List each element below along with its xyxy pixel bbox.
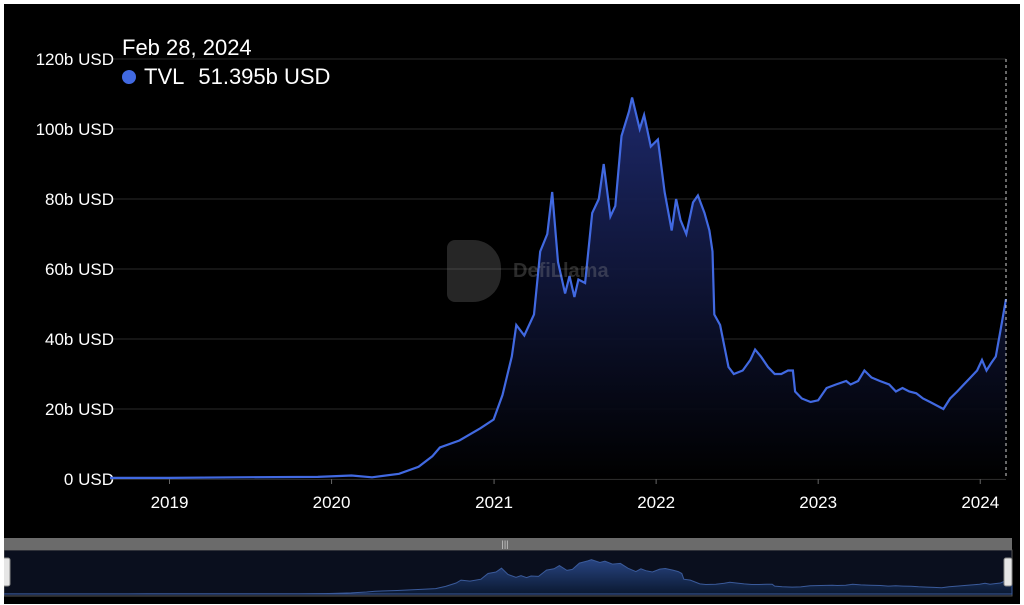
slider-left-handle[interactable] bbox=[4, 557, 11, 587]
x-tick-label: 2024 bbox=[961, 493, 999, 512]
tooltip-date: Feb 28, 2024 bbox=[122, 35, 252, 60]
y-tick-label: 100b USD bbox=[36, 120, 114, 139]
y-tick-label: 120b USD bbox=[36, 50, 114, 69]
chart-panel: 0 USD 20b USD 40b USD 60b USD 80b USD 100b US… bbox=[4, 4, 1020, 604]
tvl-line bbox=[110, 97, 1008, 479]
y-tick-label: 20b USD bbox=[45, 400, 114, 419]
slider-drag-bar[interactable]: ||| bbox=[4, 538, 1012, 550]
chart-canvas[interactable]: 0 USD 20b USD 40b USD 60b USD 80b USD 100b US… bbox=[4, 4, 1020, 604]
y-tick-label: 0 USD bbox=[64, 470, 114, 489]
tooltip-value: 51.395b USD bbox=[198, 64, 331, 89]
tooltip-series-row: TVL 51.395b USD bbox=[122, 62, 330, 92]
slider-preview-area bbox=[4, 559, 1013, 595]
y-axis: 0 USD 20b USD 40b USD 60b USD 80b USD 100b US… bbox=[36, 50, 114, 489]
y-tick-label: 60b USD bbox=[45, 260, 114, 279]
series-dot-icon bbox=[122, 70, 136, 84]
tvl-area bbox=[110, 97, 1006, 479]
slider-right-handle[interactable] bbox=[1003, 557, 1013, 587]
x-tick-label: 2022 bbox=[637, 493, 675, 512]
zoom-slider[interactable]: ||| bbox=[4, 538, 1020, 600]
x-tick-label: 2023 bbox=[799, 493, 837, 512]
tooltip: Feb 28, 2024 TVL 51.395b USD bbox=[122, 34, 330, 92]
slider-grip-icon[interactable]: ||| bbox=[501, 539, 509, 549]
zoom-slider-preview[interactable] bbox=[4, 549, 1013, 597]
y-tick-label: 80b USD bbox=[45, 190, 114, 209]
x-tick-label: 2021 bbox=[475, 493, 513, 512]
x-tick-label: 2019 bbox=[151, 493, 189, 512]
watermark-text: DefiLlama bbox=[513, 259, 609, 282]
watermark: DefiLlama bbox=[447, 240, 609, 302]
defillama-logo-icon bbox=[447, 240, 501, 302]
tooltip-series-name: TVL bbox=[144, 64, 185, 89]
x-tick-label: 2020 bbox=[313, 493, 351, 512]
x-axis: 2019 2020 2021 2022 2023 2024 bbox=[110, 478, 1006, 512]
y-tick-label: 40b USD bbox=[45, 330, 114, 349]
